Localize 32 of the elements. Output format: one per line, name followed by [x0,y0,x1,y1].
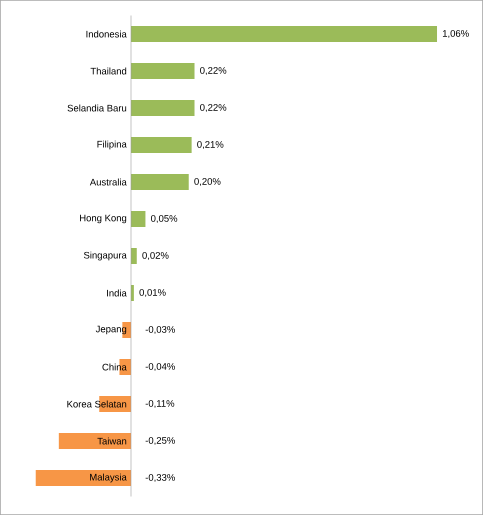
data-label: -0,04% [146,363,175,371]
data-label: -0,11% [146,400,174,408]
bar [131,137,192,154]
y-tick-label: Thailand [90,68,126,74]
data-label: 0,02% [142,252,169,260]
y-tick-label: Indonesia [86,30,127,38]
data-label: 0,05% [151,215,178,223]
y-tick-label: Hong Kong [80,214,126,224]
bar [131,211,146,228]
data-label: 1,06% [442,30,469,38]
y-tick-label: Selandia Baru [68,104,126,112]
bar [131,63,195,79]
y-tick-label: Australia [90,178,127,186]
bar [131,100,195,116]
data-label: -0,33% [146,474,175,482]
y-tick-label: India [107,290,127,296]
bar [131,26,438,42]
data-label: 0,01% [139,289,166,297]
y-tick-label: Taiwan [97,438,126,444]
y-tick-label: Filipina [97,140,127,150]
bar [131,248,137,264]
data-label: 0,20% [194,178,221,186]
bar [131,174,189,190]
data-label: 0,22% [200,67,226,75]
bar [58,433,131,450]
data-label: 0,22% [200,104,226,112]
data-label: -0,03% [146,326,175,334]
data-label: -0,25% [146,437,175,445]
y-tick-label: Malaysia [90,474,127,482]
data-label: 0,21% [197,141,224,149]
bar [36,470,131,486]
y-tick-label: Singapura [84,252,127,260]
